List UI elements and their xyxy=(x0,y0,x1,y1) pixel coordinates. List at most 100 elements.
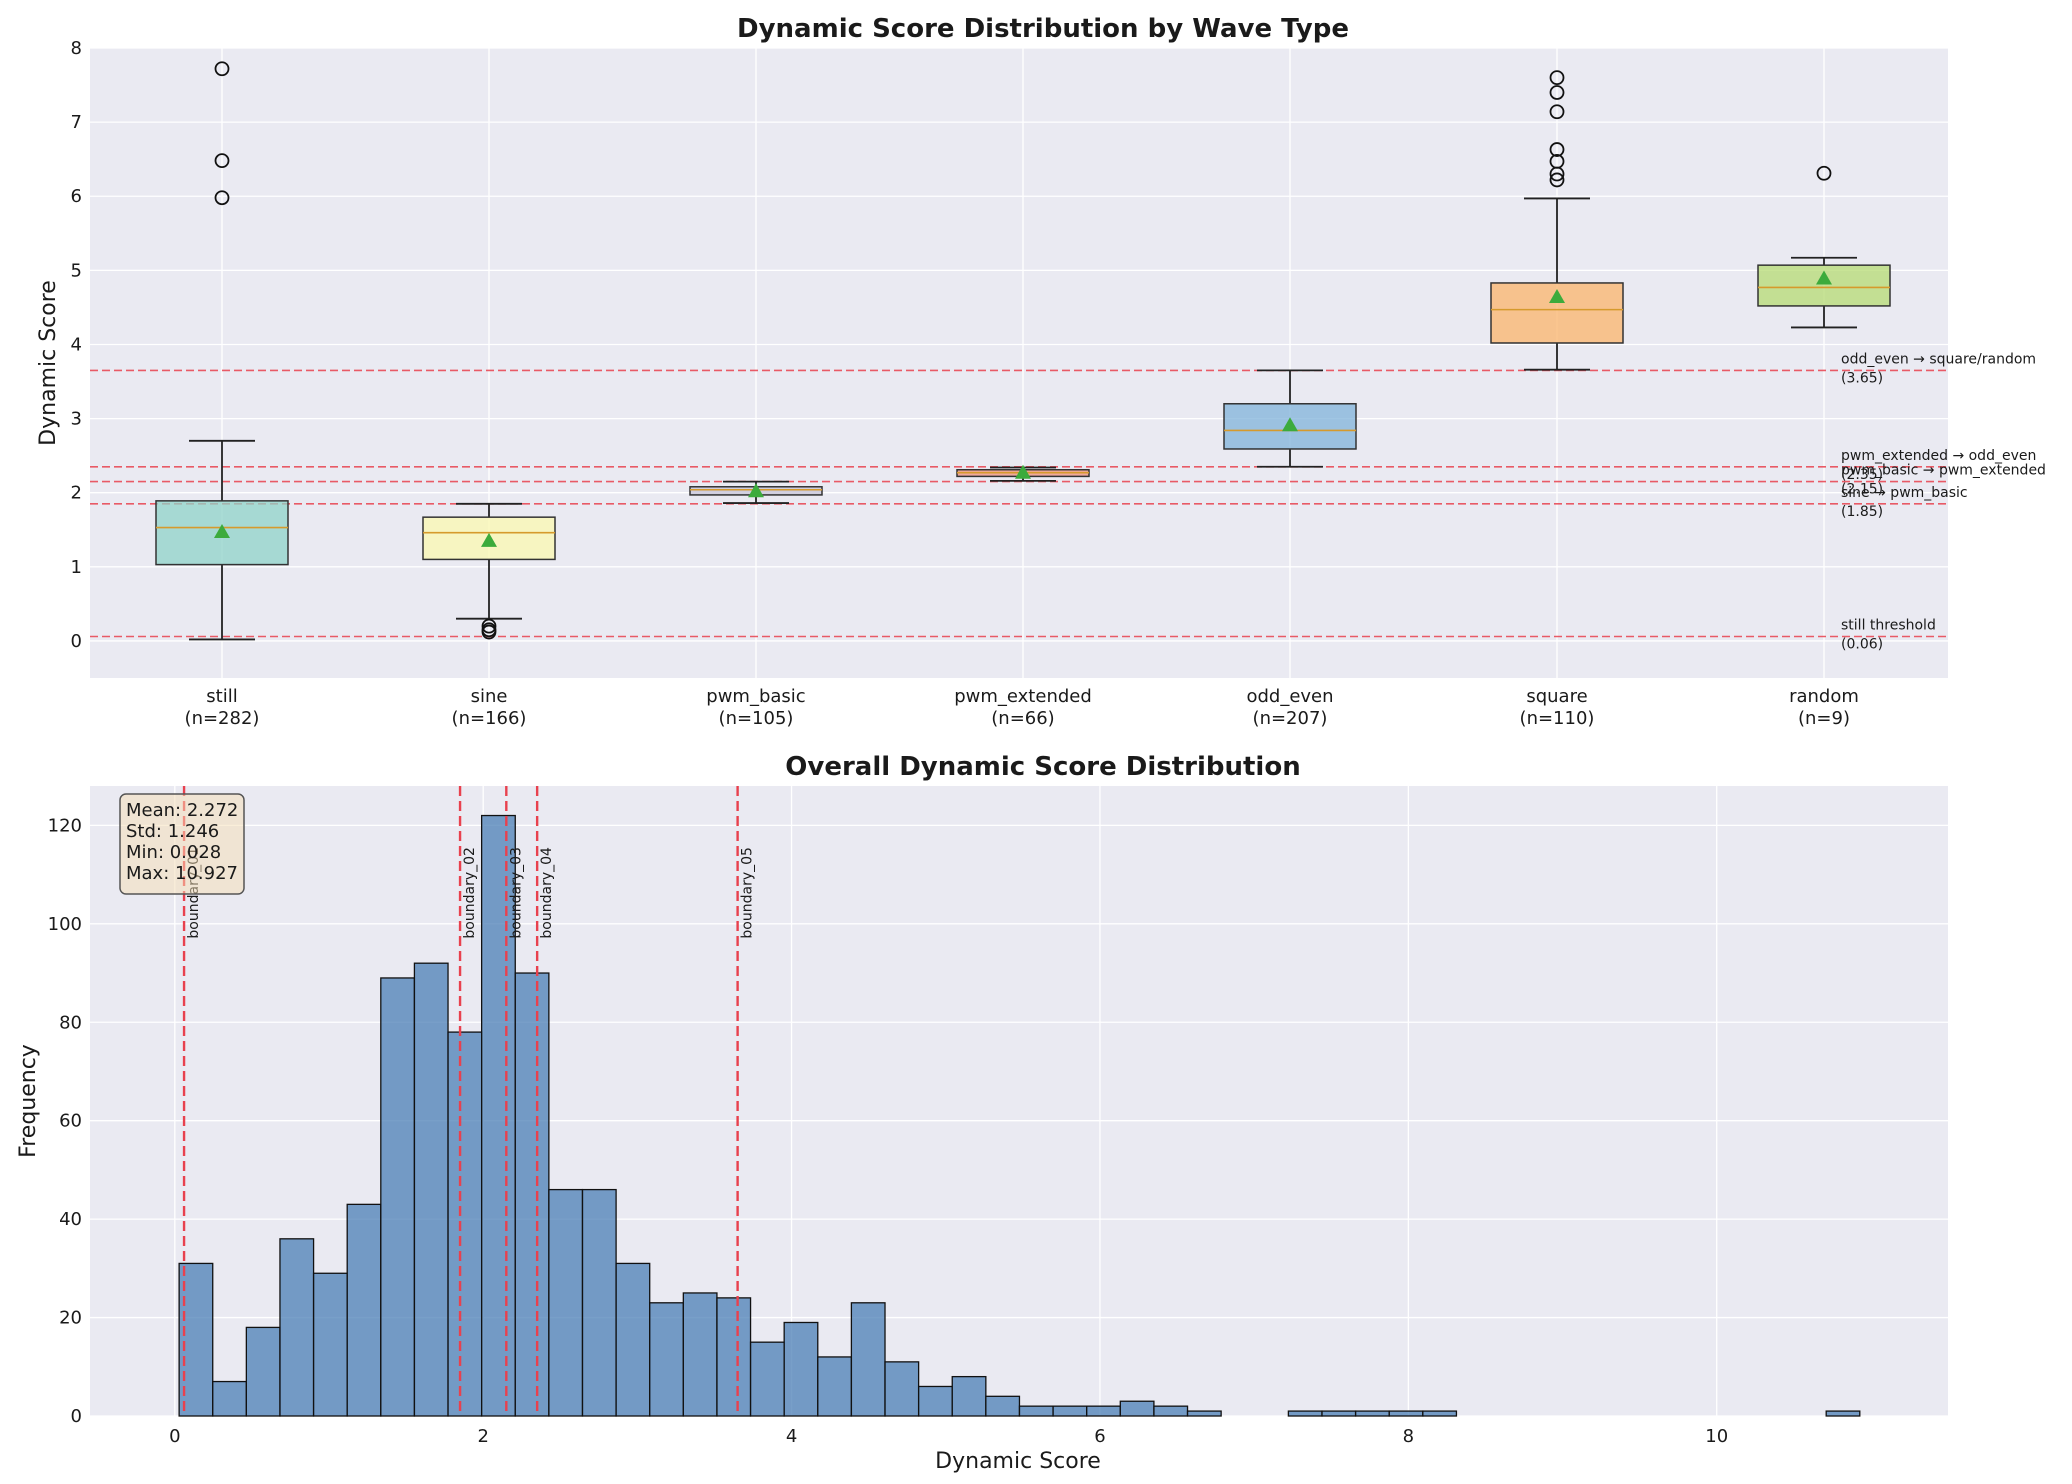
histogram-x-axis-label: Dynamic Score xyxy=(935,1449,1101,1474)
box-pwm_extended xyxy=(956,464,1090,482)
stats-line: Min: 0.028 xyxy=(126,842,221,863)
threshold-labels: odd_even → square/random (3.65) pwm_extend… xyxy=(1841,351,2046,652)
x-tick-category: pwm_extended xyxy=(954,686,1092,707)
stats-line: Mean: 2.272 xyxy=(126,800,238,821)
boundary-label: boundary_03 xyxy=(508,847,524,939)
mean-marker xyxy=(748,483,764,498)
histogram-bar xyxy=(1388,1410,1424,1417)
x-tick-count: (n=105) xyxy=(719,708,794,729)
boundary-label: boundary_02 xyxy=(462,847,478,939)
histogram-bar xyxy=(245,1326,281,1417)
histogram-bar xyxy=(1052,1405,1088,1417)
y-tick-label: 0 xyxy=(71,631,82,652)
outlier-point xyxy=(214,153,230,169)
outlier-point xyxy=(1549,142,1565,157)
threshold-value: (2.35) xyxy=(1841,467,1883,483)
outlier-point xyxy=(1816,165,1832,181)
box-sine xyxy=(422,502,556,640)
box-plot-y-axis-label: Dynamic Score xyxy=(36,280,61,446)
histogram-bar xyxy=(1186,1410,1222,1417)
outlier-point xyxy=(1549,85,1565,100)
box-random xyxy=(1757,165,1891,329)
histogram-bar xyxy=(312,1272,348,1417)
outlier-point xyxy=(481,618,497,634)
threshold-label: pwm_extended → odd_even xyxy=(1841,448,2036,464)
stats-line: Std: 1.246 xyxy=(126,821,219,842)
x-tick-category: square xyxy=(1526,686,1587,707)
box-square xyxy=(1490,70,1624,371)
histogram-title: Overall Dynamic Score Distribution xyxy=(785,752,1300,782)
histogram-bar xyxy=(447,1031,483,1417)
box-series xyxy=(155,61,1891,641)
histogram-bar xyxy=(783,1321,819,1417)
threshold-label: odd_even → square/random xyxy=(1841,351,2036,367)
histogram-y-axis-label: Frequency xyxy=(16,1044,41,1158)
outlier-point xyxy=(214,190,230,206)
histogram-bar xyxy=(850,1302,886,1417)
box-plot-title: Dynamic Score Distribution by Wave Type xyxy=(737,14,1349,44)
x-tick-label: 2 xyxy=(477,1426,488,1447)
x-tick-count: (n=110) xyxy=(1520,708,1595,729)
y-tick-label: 6 xyxy=(71,186,82,207)
histogram-bar xyxy=(548,1188,584,1417)
histogram-bar xyxy=(1018,1405,1054,1417)
y-tick-label: 0 xyxy=(71,1406,82,1427)
box-plot-chart: Dynamic Score Distribution by Wave Type … xyxy=(36,14,2046,729)
boundary-label: boundary_05 xyxy=(740,847,756,939)
x-tick-count: (n=282) xyxy=(185,708,260,729)
y-tick-label: 5 xyxy=(71,260,82,281)
threshold-value: (3.65) xyxy=(1841,370,1883,386)
x-tick-label: 10 xyxy=(1705,1426,1728,1447)
histogram-bar xyxy=(1086,1405,1121,1417)
histogram-bar xyxy=(817,1356,853,1417)
x-tick-category: still xyxy=(206,686,237,707)
y-tick-label: 100 xyxy=(48,914,82,935)
box-pwm_basic xyxy=(689,480,823,504)
box-odd_even xyxy=(1223,369,1357,468)
x-tick-label: 6 xyxy=(1094,1426,1105,1447)
histogram-bar xyxy=(346,1203,382,1417)
x-tick-category: random xyxy=(1789,686,1859,707)
stats-line: Max: 10.927 xyxy=(126,863,238,884)
y-tick-label: 2 xyxy=(71,483,82,504)
mean-marker xyxy=(481,532,497,547)
histogram-bar xyxy=(514,972,550,1417)
histogram-bar xyxy=(1321,1410,1357,1417)
mean-marker xyxy=(1015,464,1031,479)
histogram-bar xyxy=(716,1297,752,1417)
x-tick-count: (n=9) xyxy=(1798,708,1850,729)
x-tick-category: sine xyxy=(471,686,508,707)
histogram-bar xyxy=(581,1188,617,1417)
histogram-y-ticks: 0 20 40 60 80 100 120 xyxy=(48,815,82,1427)
histogram-chart: Overall Dynamic Score Distribution bound… xyxy=(16,752,1948,1474)
x-tick-count: (n=166) xyxy=(452,708,527,729)
histogram-bar xyxy=(649,1302,684,1417)
histogram-bar xyxy=(985,1395,1021,1417)
box-still xyxy=(155,61,289,641)
histogram-bar xyxy=(951,1375,987,1417)
box-plot-x-ticks: still(n=282) sine(n=166) pwm_basic(n=105) p… xyxy=(185,686,1859,729)
threshold-value: (0.06) xyxy=(1841,636,1883,652)
mean-marker xyxy=(214,523,230,538)
threshold-label: sine → pwm_basic xyxy=(1841,485,1968,501)
threshold-value: (2.15) xyxy=(1841,482,1883,498)
y-tick-label: 120 xyxy=(48,815,82,836)
y-tick-label: 3 xyxy=(71,409,82,430)
y-tick-label: 1 xyxy=(71,557,82,578)
x-tick-count: (n=66) xyxy=(991,708,1054,729)
box-plot-y-ticks: 0 1 2 3 4 5 6 7 8 xyxy=(71,38,82,652)
histogram-bar xyxy=(279,1238,315,1417)
histogram-bar xyxy=(212,1380,247,1417)
x-tick-category: odd_even xyxy=(1246,686,1333,707)
mean-marker xyxy=(1816,270,1832,285)
histogram-bar xyxy=(1354,1410,1390,1417)
outlier-point xyxy=(1549,70,1565,86)
histogram-bar xyxy=(917,1385,953,1417)
histogram-bar xyxy=(1119,1400,1155,1417)
threshold-value: (1.85) xyxy=(1841,504,1883,520)
threshold-label: pwm_basic → pwm_extended xyxy=(1841,463,2046,479)
outlier-point xyxy=(1549,166,1565,182)
x-tick-label: 8 xyxy=(1403,1426,1414,1447)
histogram-x-ticks: 0 2 4 6 8 10 xyxy=(169,1426,1728,1447)
